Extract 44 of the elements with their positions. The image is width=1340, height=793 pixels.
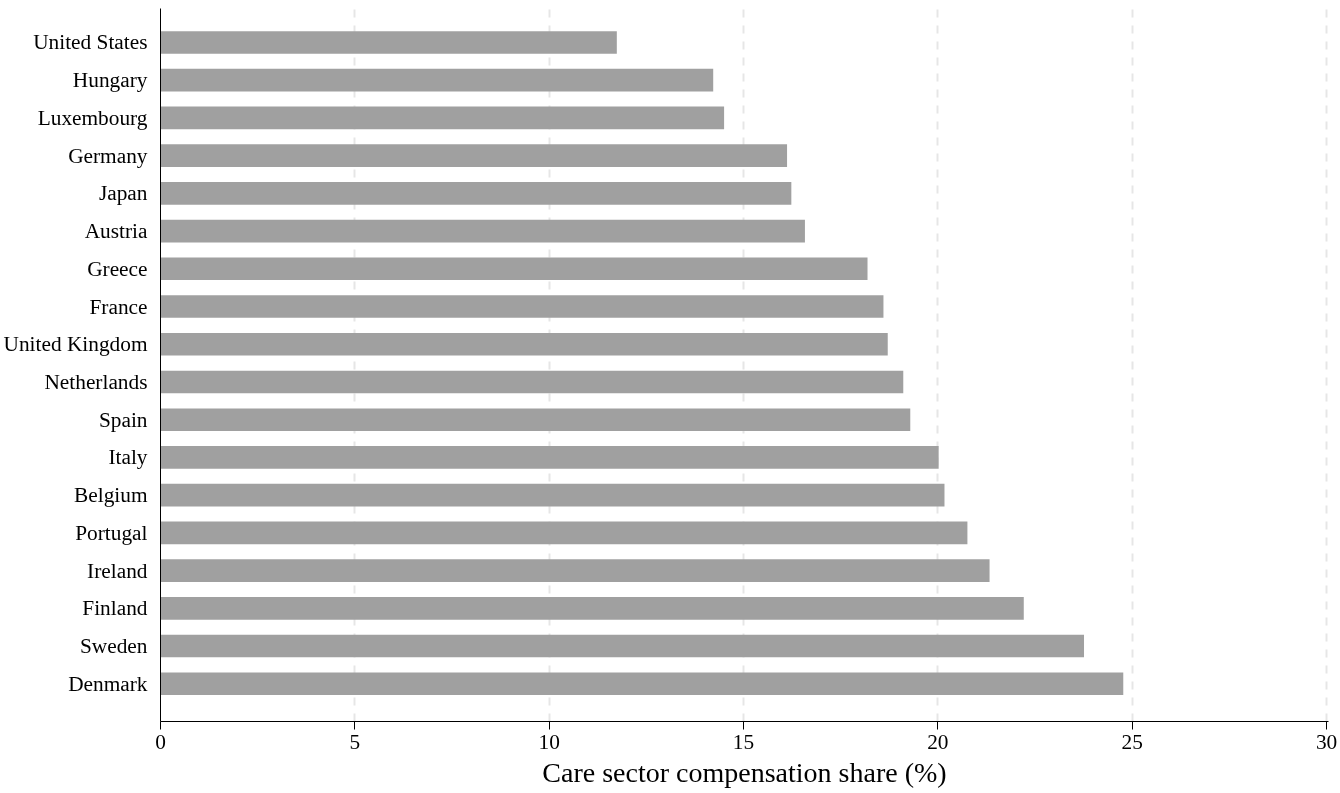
bar bbox=[160, 483, 945, 507]
bar bbox=[160, 370, 904, 394]
x-tick-label: 20 bbox=[927, 729, 949, 754]
bar bbox=[160, 257, 868, 281]
y-tick-label: Greece bbox=[87, 256, 148, 281]
bar bbox=[160, 521, 968, 545]
bar bbox=[160, 106, 725, 130]
bar bbox=[160, 31, 617, 54]
y-tick-label: Spain bbox=[98, 407, 148, 432]
x-tick-label: 15 bbox=[732, 729, 755, 754]
bar bbox=[160, 68, 714, 92]
bar bbox=[160, 559, 990, 582]
x-tick-label: 5 bbox=[349, 729, 361, 754]
x-axis-title: Care sector compensation share (%) bbox=[542, 756, 947, 788]
y-tick-label: United Kingdom bbox=[3, 332, 148, 357]
y-tick-label: Netherlands bbox=[44, 369, 148, 394]
bar bbox=[160, 672, 1124, 696]
bar bbox=[160, 219, 805, 243]
y-tick-label: Luxembourg bbox=[37, 105, 148, 130]
bar bbox=[160, 634, 1085, 658]
y-tick-label: Portugal bbox=[75, 520, 148, 545]
bar bbox=[160, 295, 884, 318]
y-tick-label: France bbox=[89, 294, 148, 319]
x-tick-label: 25 bbox=[1121, 729, 1143, 754]
y-tick-label: Austria bbox=[84, 219, 149, 244]
bar bbox=[160, 446, 939, 469]
bar bbox=[160, 332, 888, 356]
y-tick-label: Ireland bbox=[87, 558, 148, 583]
y-tick-label: Italy bbox=[108, 445, 148, 470]
y-tick-label: Finland bbox=[82, 596, 148, 621]
y-tick-label: United States bbox=[33, 30, 148, 55]
y-tick-label: Japan bbox=[98, 181, 148, 206]
x-tick-label: 10 bbox=[538, 729, 560, 754]
bar bbox=[160, 597, 1024, 620]
y-tick-label: Germany bbox=[68, 143, 148, 168]
y-tick-label: Belgium bbox=[74, 483, 148, 508]
x-tick-label: 30 bbox=[1315, 729, 1338, 754]
bar bbox=[160, 182, 792, 205]
bar bbox=[160, 408, 911, 432]
x-tick-label: 0 bbox=[155, 729, 166, 754]
y-tick-label: Sweden bbox=[79, 634, 148, 659]
bar bbox=[160, 144, 788, 167]
y-tick-label: Denmark bbox=[68, 671, 148, 696]
y-tick-label: Hungary bbox=[72, 68, 148, 93]
